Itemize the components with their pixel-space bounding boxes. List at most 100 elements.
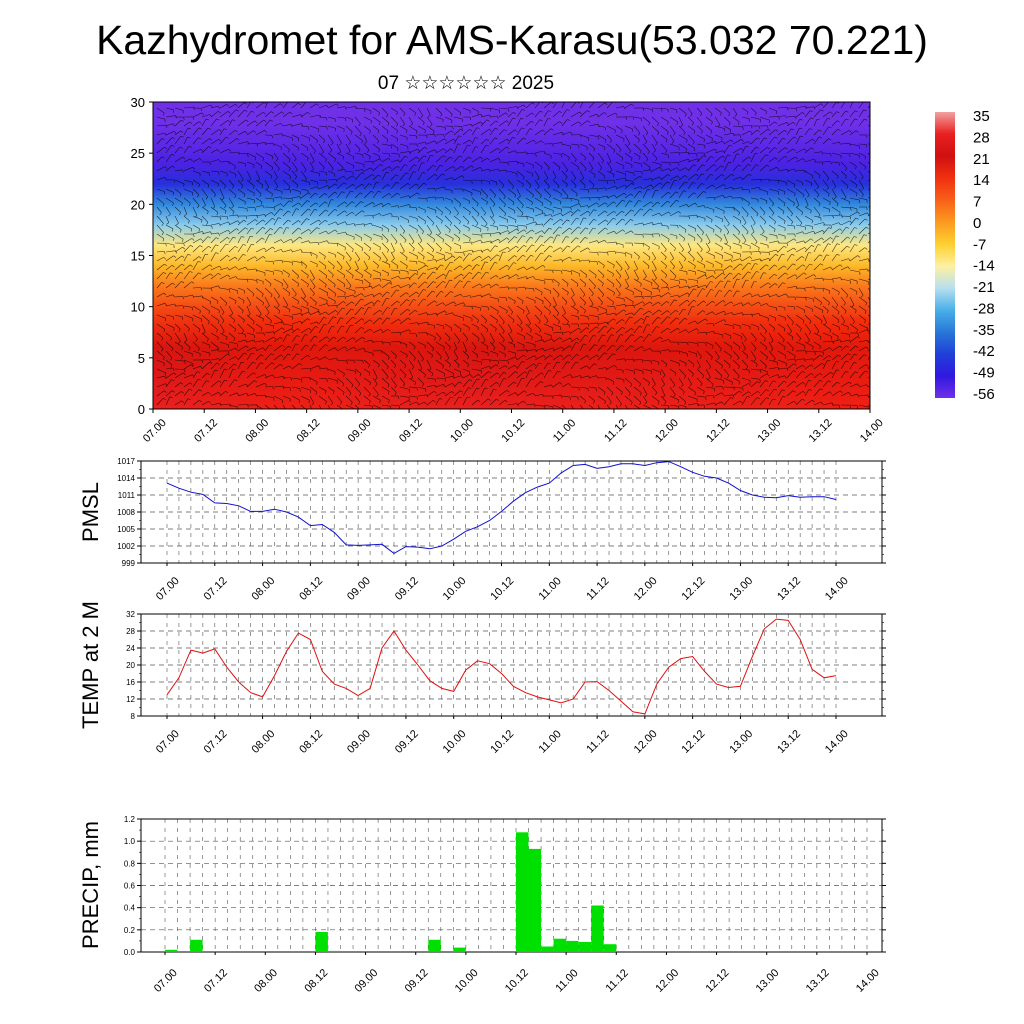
x-tick-label: 09.12 [393,575,421,603]
x-tick-label: 07.12 [202,728,230,756]
y-tick-label: 1.0 [124,837,136,846]
panel-frame [140,613,883,717]
y-tick-label: 25 [131,146,145,161]
y-tick-label: 30 [131,95,145,110]
y-tick-label: 999 [122,559,136,568]
y-tick-label: 8 [131,712,136,721]
x-tick-label: 13.00 [755,417,783,445]
x-tick-label: 09.12 [403,967,431,995]
x-tick-label: 08.00 [252,967,280,995]
colorbar-label: 35 [973,108,990,125]
panel-frame [140,460,883,564]
x-tick-label: 14.00 [823,575,851,603]
colorbar-label: -28 [973,300,995,317]
precip-bar [453,947,466,952]
x-tick-label: 10.00 [453,967,481,995]
precip-bar [315,932,328,952]
x-tick-label: 10.00 [441,575,469,603]
x-tick-label: 13.00 [754,967,782,995]
precip-panel: 0.0 0.2 0.4 0.6 0.8 1.0 1.2 07.00 07.12 08.00 08.1… [78,815,886,995]
x-tick-label: 13.12 [775,575,803,603]
precip-bar [591,905,604,952]
y-axis-label: PRECIP, mm [78,821,103,949]
x-tick-label: 12.00 [632,575,660,603]
x-tick-label: 07.00 [152,967,180,995]
colorbar-label: -42 [973,343,995,360]
y-tick-label: 20 [126,661,135,670]
y-tick-label: 0.0 [124,948,136,957]
x-tick-label: 13.00 [727,728,755,756]
precip-bar [603,944,617,952]
y-tick-label: 1011 [118,491,136,500]
precip-bar [528,848,541,952]
x-tick-label: 10.12 [488,728,516,756]
wind-barbs [156,102,870,409]
x-tick-label: 12.00 [653,417,681,445]
x-tick-label: 10.00 [448,417,476,445]
cross-section-panel: 0 5 10 15 20 25 30 07.00 07.12 08.00 08.12 09.00 09.… [131,95,886,445]
x-tick-label: 14.00 [823,728,851,756]
x-tick-label: 09.00 [352,967,380,995]
x-tick-label: 13.12 [804,967,832,995]
x-tick-label: 08.12 [297,575,325,603]
y-tick-label: 1014 [117,474,135,483]
pmsl-panel: 999 1002 1005 1008 1011 1014 1017 07.00 07.12 08.… [78,457,886,603]
y-tick-label: 16 [126,678,135,687]
colorbar: 35 28 21 14 7 0 -7 -14 -21 -28 -35 -42 -49 -56 [935,108,995,403]
x-tick-label: 13.00 [727,575,755,603]
precip-bar [190,939,203,952]
y-tick-label: 0.4 [124,904,136,913]
x-tick-label: 12.00 [653,967,681,995]
y-axis-label: PMSL [78,482,103,542]
colorbar-scale [935,112,955,398]
x-tick-label: 08.00 [243,417,271,445]
y-tick-label: 1008 [117,508,135,517]
colorbar-label: 21 [973,151,990,168]
x-tick-label: 14.00 [858,417,886,445]
precip-bar [516,832,529,952]
y-tick-label: 15 [131,249,145,264]
x-tick-label: 08.12 [297,728,325,756]
x-tick-label: 07.12 [192,417,220,445]
x-tick-label: 08.12 [295,417,323,445]
y-tick-label: 0 [138,402,145,417]
colorbar-label: -35 [973,322,995,339]
y-tick-label: 24 [126,644,135,653]
x-tick-label: 07.00 [141,417,169,445]
x-tick-label: 10.00 [441,728,469,756]
y-tick-label: 28 [126,627,135,636]
y-axis-label: TEMP at 2 M [78,601,103,729]
x-tick-label: 07.12 [202,575,230,603]
y-tick-label: 0.6 [124,882,136,891]
x-tick-label: 11.00 [553,967,580,994]
x-tick-label: 11.00 [536,575,563,602]
x-tick-label: 11.00 [536,728,563,755]
colorbar-label: 0 [973,215,981,232]
x-tick-label: 12.12 [680,728,708,756]
x-tick-label: 12.12 [680,575,708,603]
precip-bar [165,949,178,952]
chart-subtitle: 07 ☆☆☆☆☆☆ 2025 [377,73,555,94]
series-line [166,618,837,715]
x-tick-label: 12.12 [703,967,731,995]
colorbar-label: -49 [973,365,995,382]
x-tick-label: 10.12 [503,967,531,995]
y-tick-label: 20 [131,197,145,212]
y-tick-label: 12 [126,695,135,704]
precip-bar [328,950,341,952]
x-tick-label: 13.12 [807,417,835,445]
panel-frame [140,818,883,953]
x-tick-label: 09.00 [346,417,374,445]
x-tick-label: 09.00 [345,575,373,603]
y-tick-label: 1017 [117,457,135,466]
colorbar-label: -7 [973,236,986,253]
x-tick-label: 11.12 [603,967,630,994]
precip-bar [578,942,592,952]
temp-panel: 8 12 16 20 24 28 32 07.00 07.12 08.00 08.12 09.00 09… [78,601,886,756]
colorbar-label: -14 [973,258,995,275]
precip-bar [553,938,567,952]
x-tick-label: 11.12 [584,575,611,602]
x-tick-label: 08.00 [249,728,277,756]
y-tick-label: 0.2 [124,926,136,935]
